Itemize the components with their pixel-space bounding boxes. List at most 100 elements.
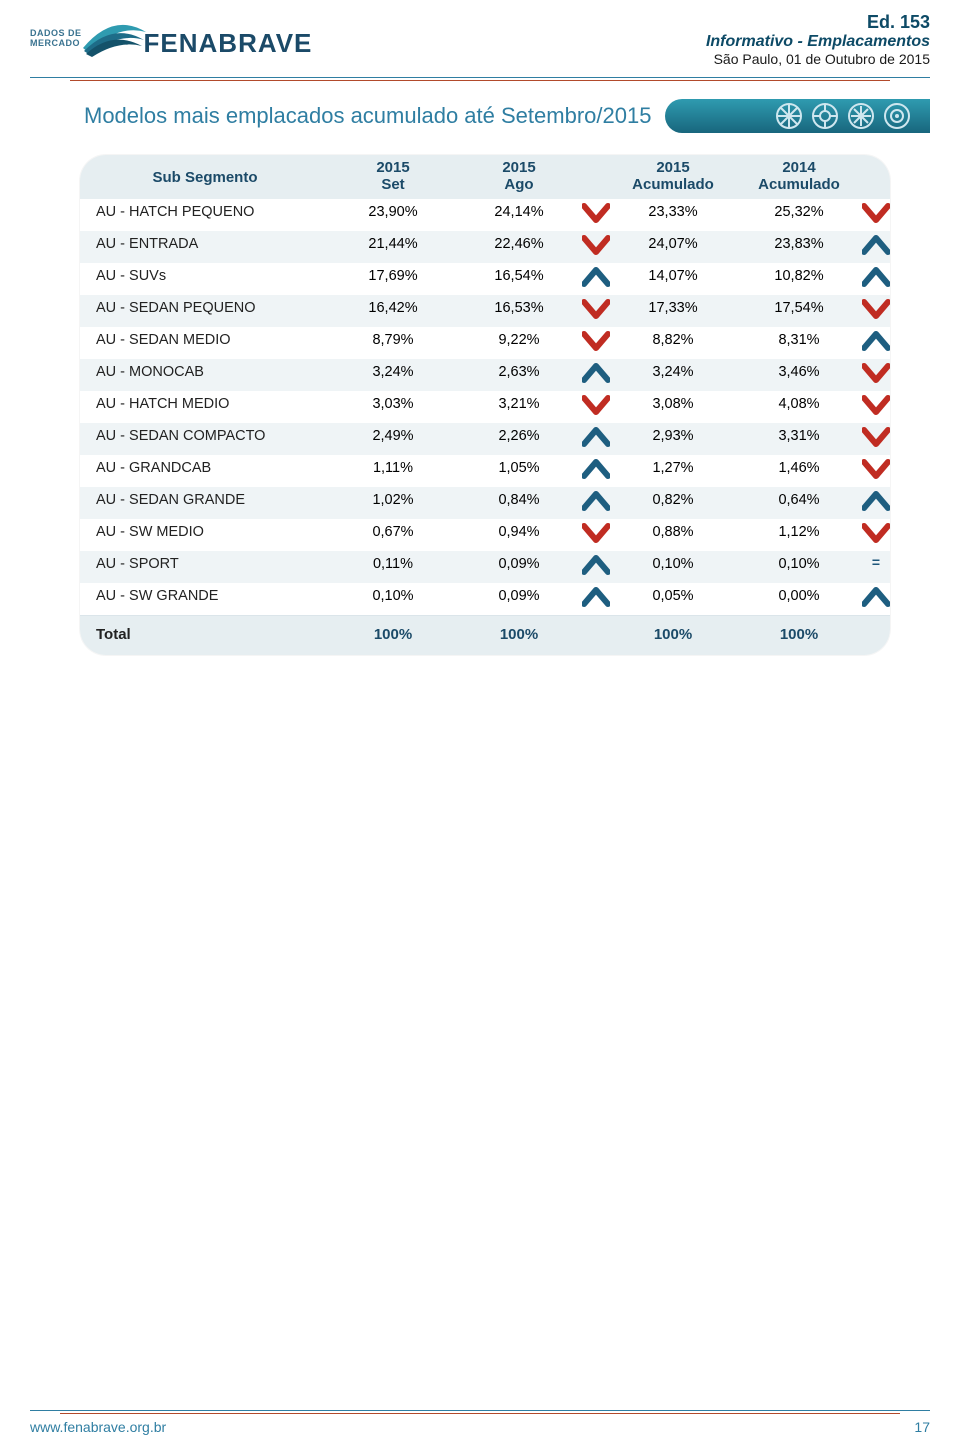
row-v3: 24,07% [610, 234, 736, 260]
total-v1: 100% [330, 624, 456, 645]
wheel-icon [776, 103, 802, 129]
page-footer: www.fenabrave.org.br 17 [30, 1419, 930, 1435]
row-v1: 1,11% [330, 458, 456, 484]
footer-page: 17 [914, 1419, 930, 1435]
row-label: AU - SW GRANDE [80, 586, 330, 612]
row-label: AU - SEDAN PEQUENO [80, 298, 330, 324]
row-v1: 16,42% [330, 298, 456, 324]
swoosh-icon [78, 18, 148, 58]
row-label: AU - MONOCAB [80, 362, 330, 388]
col-trend-month [582, 155, 610, 199]
logo-tagline: DADOS DE MERCADO [30, 28, 82, 48]
trend-month-icon [582, 202, 610, 228]
row-v4: 10,82% [736, 266, 862, 292]
row-v4: 8,31% [736, 330, 862, 356]
row-label: AU - SEDAN COMPACTO [80, 426, 330, 452]
logo-tagline-1: DADOS DE [30, 28, 82, 38]
brand-logo: DADOS DE MERCADO FENABRAVE [30, 16, 312, 59]
table-row: AU - GRANDCAB1,11%1,05%1,27%1,46% [80, 455, 890, 487]
row-v4: 17,54% [736, 298, 862, 324]
table-body: AU - HATCH PEQUENO23,90%24,14%23,33%25,3… [80, 199, 890, 615]
row-v4: 3,31% [736, 426, 862, 452]
trend-year-icon [862, 234, 890, 260]
header-rule [30, 77, 930, 91]
row-label: AU - SUVs [80, 266, 330, 292]
row-v3: 3,08% [610, 394, 736, 420]
row-v3: 1,27% [610, 458, 736, 484]
row-v3: 8,82% [610, 330, 736, 356]
table-row: AU - ENTRADA21,44%22,46%24,07%23,83% [80, 231, 890, 263]
row-v2: 16,54% [456, 266, 582, 292]
row-v1: 3,24% [330, 362, 456, 388]
table-row: AU - SEDAN MEDIO8,79%9,22%8,82%8,31% [80, 327, 890, 359]
total-v2: 100% [456, 624, 582, 645]
trend-month-icon [582, 394, 610, 420]
row-label: AU - SPORT [80, 554, 330, 580]
logo-wordmark: FENABRAVE [144, 28, 313, 59]
row-v1: 3,03% [330, 394, 456, 420]
trend-month-icon [582, 266, 610, 292]
row-v2: 16,53% [456, 298, 582, 324]
col-sub-segmento: Sub Segmento [80, 155, 330, 199]
row-v1: 0,67% [330, 522, 456, 548]
row-v1: 1,02% [330, 490, 456, 516]
row-v3: 0,10% [610, 554, 736, 580]
col-trend-year [862, 155, 890, 199]
trend-month-icon [582, 554, 610, 580]
page: DADOS DE MERCADO FENABRAVE Ed. 153 Infor… [0, 0, 960, 1453]
row-v2: 24,14% [456, 202, 582, 228]
row-v2: 0,09% [456, 554, 582, 580]
trend-year-icon [862, 458, 890, 484]
row-v4: 1,46% [736, 458, 862, 484]
segment-table: Sub Segmento 2015 Set 2015 Ago 2015 Acum… [80, 155, 890, 655]
row-v2: 0,84% [456, 490, 582, 516]
page-header: DADOS DE MERCADO FENABRAVE Ed. 153 Infor… [30, 12, 930, 73]
table-row: AU - HATCH MEDIO3,03%3,21%3,08%4,08% [80, 391, 890, 423]
row-v2: 2,26% [456, 426, 582, 452]
col-2015-acum: 2015 Acumulado [610, 155, 736, 199]
footer-rule [30, 1410, 930, 1411]
row-v3: 0,05% [610, 586, 736, 612]
row-v1: 0,10% [330, 586, 456, 612]
trend-year-icon: = [862, 554, 890, 580]
trend-year-icon [862, 394, 890, 420]
row-v3: 23,33% [610, 202, 736, 228]
row-v4: 25,32% [736, 202, 862, 228]
row-v3: 14,07% [610, 266, 736, 292]
trend-year-icon [862, 362, 890, 388]
trend-month-icon [582, 234, 610, 260]
section-title-row: Modelos mais emplacados acumulado até Se… [70, 97, 930, 135]
row-v2: 3,21% [456, 394, 582, 420]
row-v4: 23,83% [736, 234, 862, 260]
row-v4: 0,64% [736, 490, 862, 516]
total-v4: 100% [736, 624, 862, 645]
row-label: AU - ENTRADA [80, 234, 330, 260]
row-v2: 1,05% [456, 458, 582, 484]
trend-year-icon [862, 586, 890, 612]
trend-month-icon [582, 426, 610, 452]
trend-year-icon [862, 330, 890, 356]
wheel-icon [884, 103, 910, 129]
table-row: AU - SW GRANDE0,10%0,09%0,05%0,00% [80, 583, 890, 615]
logo-tagline-2: MERCADO [30, 38, 80, 48]
trend-month-icon [582, 522, 610, 548]
row-v4: 0,10% [736, 554, 862, 580]
row-v1: 8,79% [330, 330, 456, 356]
col-2015-set: 2015 Set [330, 155, 456, 199]
trend-year-icon [862, 490, 890, 516]
trend-month-icon [582, 330, 610, 356]
col-2014-acum: 2014 Acumulado [736, 155, 862, 199]
table-row: AU - SEDAN GRANDE1,02%0,84%0,82%0,64% [80, 487, 890, 519]
trend-year-icon [862, 426, 890, 452]
row-v1: 23,90% [330, 202, 456, 228]
row-v3: 2,93% [610, 426, 736, 452]
table-row: AU - SEDAN PEQUENO16,42%16,53% 17,33%17,5… [80, 295, 890, 327]
trend-year-icon [862, 266, 890, 292]
row-v3: 0,82% [610, 490, 736, 516]
table-row: AU - SUVs17,69%16,54%14,07%10,82% [80, 263, 890, 295]
row-v2: 9,22% [456, 330, 582, 356]
trend-year-icon [862, 202, 890, 228]
footer-url: www.fenabrave.org.br [30, 1419, 166, 1435]
row-v3: 17,33% [610, 298, 736, 324]
table-header: Sub Segmento 2015 Set 2015 Ago 2015 Acum… [80, 155, 890, 199]
